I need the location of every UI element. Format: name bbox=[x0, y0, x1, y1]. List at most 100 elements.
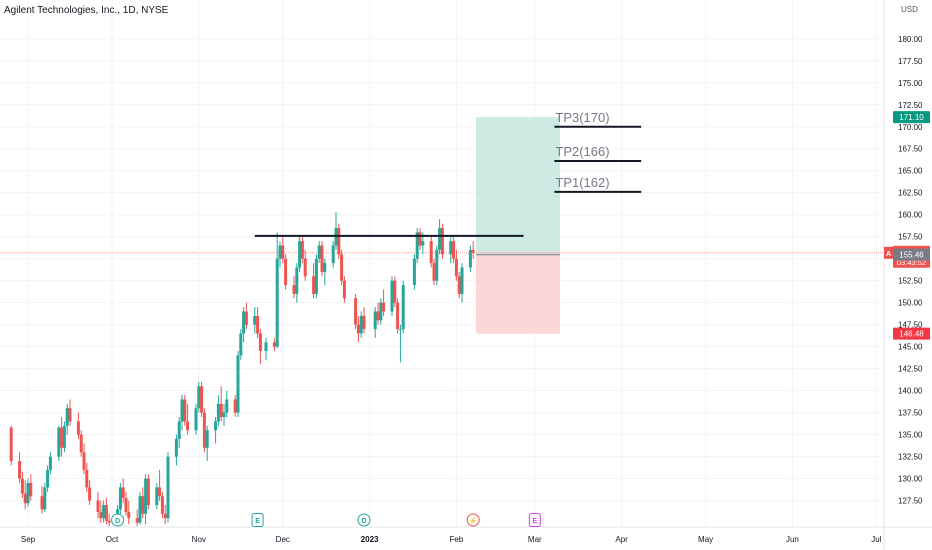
candle-down bbox=[79, 434, 83, 453]
dividend-marker[interactable] bbox=[357, 513, 371, 527]
price-label[interactable] bbox=[893, 248, 930, 261]
take-profit-label: TP3(170) bbox=[555, 110, 609, 125]
candle-up bbox=[242, 311, 246, 334]
candle-down bbox=[146, 478, 150, 506]
candle-up bbox=[197, 386, 201, 409]
candle-down bbox=[284, 258, 288, 286]
event-marker-glyph: D bbox=[361, 518, 366, 525]
candle-up bbox=[435, 249, 439, 281]
candle-up bbox=[317, 245, 321, 259]
candle-up bbox=[155, 487, 159, 506]
candle-up bbox=[379, 302, 383, 321]
split-marker[interactable] bbox=[466, 513, 480, 527]
candle-down bbox=[342, 280, 346, 299]
y-tick-label: 147.50 bbox=[898, 321, 923, 330]
x-tick-label: Apr bbox=[615, 535, 628, 544]
candle-down bbox=[471, 249, 475, 253]
candle-up bbox=[468, 249, 472, 268]
candle-down bbox=[356, 324, 360, 334]
x-tick-label: Sep bbox=[21, 535, 36, 544]
candle-down bbox=[429, 241, 433, 264]
candle-down bbox=[233, 399, 237, 413]
event-marker-glyph: ⚡ bbox=[469, 516, 478, 525]
candle-down bbox=[337, 227, 341, 255]
x-tick-label: May bbox=[698, 535, 713, 544]
take-profit-label: TP2(166) bbox=[555, 144, 609, 159]
candle-down bbox=[258, 333, 262, 352]
y-tick-label: 145.00 bbox=[898, 343, 923, 352]
dividend-marker[interactable] bbox=[111, 513, 125, 527]
take-profit-label: TP1(162) bbox=[555, 175, 609, 190]
candle-up bbox=[65, 408, 69, 426]
candle-up bbox=[144, 478, 148, 514]
candle-up bbox=[138, 496, 142, 523]
candle-up bbox=[275, 258, 279, 347]
candle-up bbox=[118, 487, 122, 510]
x-tick-label: Jun bbox=[786, 535, 799, 544]
price-label-text: 171.10 bbox=[899, 113, 924, 122]
candle-up bbox=[194, 408, 198, 431]
candle-up bbox=[449, 241, 453, 255]
position-profit-zone[interactable] bbox=[476, 117, 560, 255]
candle-down bbox=[18, 461, 22, 479]
x-tick-label: Mar bbox=[528, 535, 542, 544]
x-tick-label: Nov bbox=[192, 535, 206, 544]
candle-down bbox=[135, 518, 139, 523]
price-label[interactable] bbox=[893, 111, 930, 124]
x-tick-label: Jul bbox=[871, 535, 881, 544]
candle-up bbox=[214, 421, 218, 431]
candle-up bbox=[323, 263, 327, 272]
candle-up bbox=[390, 280, 394, 312]
candle-up bbox=[298, 241, 302, 268]
candle-down bbox=[158, 487, 162, 497]
candle-down bbox=[362, 315, 366, 330]
candle-up bbox=[225, 399, 229, 413]
x-tick-label: 2023 bbox=[361, 535, 379, 544]
candle-down bbox=[40, 496, 44, 510]
candle-down bbox=[382, 302, 386, 312]
y-tick-label: 177.50 bbox=[898, 57, 923, 66]
candle-down bbox=[396, 302, 400, 330]
candle-up bbox=[253, 315, 257, 325]
candle-up bbox=[222, 412, 226, 418]
candle-up bbox=[48, 456, 52, 470]
candle-down bbox=[457, 276, 461, 294]
earnings-marker[interactable] bbox=[528, 513, 541, 527]
event-marker-glyph: E bbox=[255, 518, 260, 525]
price-label-text: 155.46 bbox=[899, 251, 924, 260]
candle-up bbox=[331, 245, 335, 264]
candle-up bbox=[278, 245, 282, 259]
candle-down bbox=[107, 520, 111, 523]
candle-down bbox=[141, 496, 145, 514]
candle-up bbox=[177, 421, 181, 440]
candle-down bbox=[23, 493, 27, 504]
price-label[interactable] bbox=[893, 327, 930, 340]
y-tick-label: 135.00 bbox=[898, 431, 923, 440]
y-tick-label: 160.00 bbox=[898, 211, 923, 220]
candle-down bbox=[104, 505, 108, 521]
event-marker-glyph: E bbox=[532, 518, 537, 525]
y-tick-label: 152.50 bbox=[898, 277, 923, 286]
candle-up bbox=[314, 258, 318, 294]
candle-down bbox=[454, 258, 458, 277]
plot-area[interactable] bbox=[0, 0, 884, 527]
candle-up bbox=[236, 355, 240, 413]
candle-down bbox=[121, 487, 125, 498]
candle-down bbox=[127, 512, 131, 519]
candle-down bbox=[393, 280, 397, 303]
candle-down bbox=[340, 254, 344, 281]
earnings-marker[interactable] bbox=[251, 513, 264, 527]
position-stop-zone[interactable] bbox=[476, 254, 560, 334]
symbol-flag-text: A bbox=[886, 251, 891, 258]
y-tick-label: 137.50 bbox=[898, 409, 923, 418]
candle-down bbox=[163, 513, 167, 519]
candle-up bbox=[264, 342, 268, 352]
candle-up bbox=[180, 399, 184, 422]
candle-down bbox=[99, 512, 103, 519]
candle-down bbox=[272, 342, 276, 347]
x-tick-label: Oct bbox=[106, 535, 119, 544]
y-tick-label: 132.50 bbox=[898, 453, 923, 462]
candle-down bbox=[20, 478, 24, 494]
